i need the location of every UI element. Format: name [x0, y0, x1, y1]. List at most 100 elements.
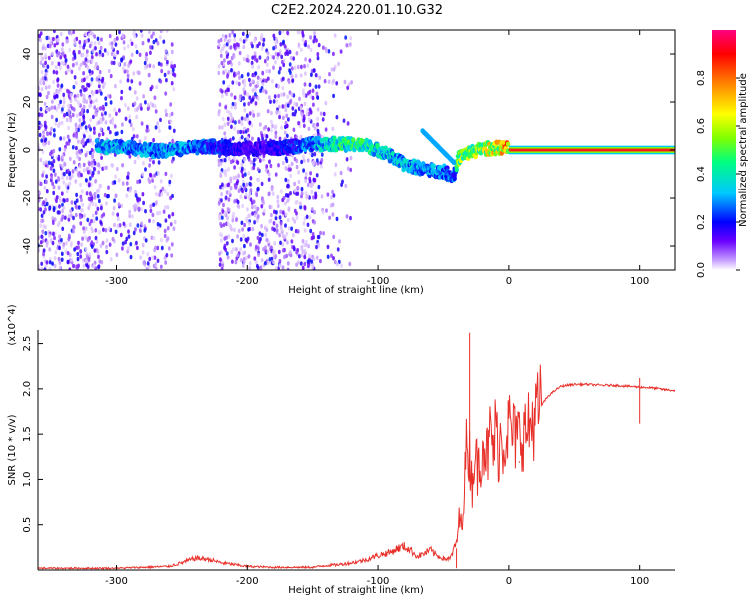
noise-speckle — [281, 233, 285, 239]
noise-speckle — [125, 236, 129, 242]
noise-speckle — [259, 77, 263, 82]
noise-speckle — [242, 96, 246, 101]
noise-speckle — [95, 77, 99, 82]
noise-speckle — [332, 78, 335, 84]
noise-speckle — [68, 252, 72, 258]
noise-speckle — [325, 49, 328, 54]
noise-speckle — [237, 119, 241, 124]
noise-speckle — [286, 240, 289, 245]
noise-speckle — [233, 33, 237, 38]
noise-speckle — [39, 38, 43, 43]
noise-speckle — [299, 134, 303, 140]
noise-speckle — [345, 157, 349, 162]
noise-speckle — [297, 121, 300, 126]
noise-speckle — [157, 160, 161, 165]
noise-speckle — [89, 117, 92, 123]
noise-speckle — [240, 74, 244, 79]
noise-speckle — [149, 204, 153, 209]
noise-speckle — [80, 208, 84, 213]
noise-speckle — [295, 250, 299, 255]
noise-speckle — [156, 211, 160, 216]
noise-speckle — [104, 96, 108, 101]
noise-speckle — [118, 30, 121, 35]
noise-speckle — [99, 127, 103, 132]
noise-speckle — [55, 198, 58, 204]
noise-speckle — [46, 64, 50, 70]
noise-speckle — [39, 240, 43, 245]
noise-speckle — [224, 105, 228, 110]
noise-speckle — [307, 263, 310, 269]
noise-speckle — [350, 80, 353, 85]
noise-speckle — [139, 30, 143, 33]
noise-speckle — [295, 191, 298, 196]
noise-speckle — [152, 64, 156, 69]
noise-speckle — [273, 227, 276, 232]
noise-speckle — [156, 41, 160, 46]
noise-speckle — [79, 44, 82, 49]
noise-speckle — [316, 116, 319, 122]
noise-speckle — [62, 92, 66, 98]
noise-speckle — [91, 48, 95, 53]
noise-speckle — [234, 184, 238, 190]
noise-speckle — [68, 172, 71, 177]
noise-speckle — [63, 113, 66, 118]
noise-speckle — [82, 71, 85, 76]
noise-speckle — [135, 134, 139, 139]
noise-speckle — [269, 99, 272, 105]
noise-speckle — [130, 136, 134, 142]
noise-speckle — [249, 197, 253, 202]
noise-speckle — [303, 228, 307, 233]
noise-speckle — [76, 154, 80, 159]
noise-speckle — [67, 237, 71, 242]
noise-speckle — [290, 66, 294, 71]
noise-speckle — [52, 231, 55, 237]
noise-speckle — [311, 88, 315, 93]
noise-speckle — [172, 226, 176, 231]
noise-speckle — [294, 73, 298, 79]
noise-speckle — [90, 240, 94, 245]
noise-speckle — [266, 260, 269, 266]
noise-speckle — [84, 235, 87, 240]
noise-speckle — [226, 221, 230, 226]
noise-speckle — [107, 193, 110, 199]
noise-speckle — [145, 124, 149, 130]
ridge-blob — [132, 140, 137, 146]
noise-speckle — [321, 210, 325, 215]
noise-speckle — [42, 141, 45, 146]
noise-speckle — [79, 249, 83, 254]
noise-speckle — [41, 46, 45, 51]
noise-speckle — [98, 69, 102, 75]
noise-speckle — [254, 92, 257, 97]
noise-speckle — [254, 244, 258, 250]
noise-speckle — [239, 247, 243, 252]
noise-speckle — [95, 98, 98, 103]
noise-speckle — [75, 151, 79, 156]
spectrogram-ytick-label: -40 — [22, 238, 33, 254]
noise-speckle — [273, 241, 277, 246]
noise-speckle — [144, 135, 147, 141]
noise-speckle — [125, 181, 129, 186]
noise-speckle — [277, 104, 281, 110]
noise-speckle — [279, 240, 282, 245]
noise-speckle — [287, 226, 291, 231]
noise-speckle — [265, 164, 269, 169]
noise-speckle — [127, 63, 130, 68]
noise-speckle — [163, 72, 167, 78]
noise-speckle — [150, 235, 154, 240]
noise-speckle — [138, 179, 142, 184]
noise-speckle — [133, 159, 137, 165]
noise-speckle — [272, 33, 276, 38]
noise-speckle — [62, 242, 66, 247]
noise-speckle — [52, 168, 56, 173]
noise-speckle — [262, 88, 265, 94]
noise-speckle — [86, 65, 90, 71]
noise-speckle — [100, 155, 103, 160]
ridge-branch-blob — [451, 159, 457, 166]
noise-speckle — [313, 35, 317, 40]
noise-speckle — [223, 245, 226, 251]
noise-speckle — [251, 226, 255, 232]
noise-speckle — [40, 261, 44, 266]
noise-speckle — [141, 41, 145, 46]
noise-speckle — [67, 217, 71, 222]
noise-speckle — [84, 87, 88, 92]
